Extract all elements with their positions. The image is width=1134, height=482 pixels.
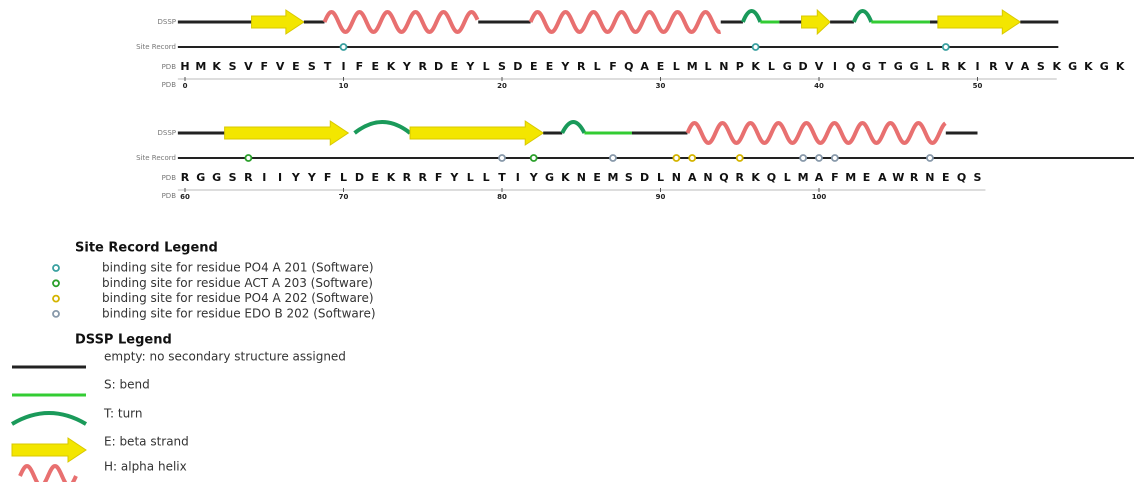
site-legend-title: Site Record Legend bbox=[75, 241, 218, 256]
legend-item: E: beta strand bbox=[104, 435, 189, 449]
tick-label: 0 bbox=[183, 82, 188, 90]
legend-entry: H: alpha helix bbox=[18, 460, 187, 482]
site-marker bbox=[830, 154, 839, 162]
site-marker bbox=[688, 154, 697, 162]
strand bbox=[251, 9, 305, 35]
turn bbox=[10, 411, 88, 426]
legend-marker bbox=[52, 279, 60, 288]
sequence-label: PDB bbox=[162, 63, 177, 71]
site-marker bbox=[815, 154, 823, 162]
site-marker bbox=[339, 43, 348, 51]
tick-label: 20 bbox=[497, 82, 507, 90]
helix bbox=[322, 9, 480, 35]
tick-label: 10 bbox=[339, 82, 349, 90]
strand bbox=[937, 9, 1022, 35]
turn bbox=[560, 120, 587, 134]
dssp-label: DSSP bbox=[158, 129, 177, 137]
legend-item: binding site for residue PO4 A 202 (Soft… bbox=[102, 291, 374, 305]
tick-label: 90 bbox=[656, 193, 666, 201]
legend-marker bbox=[52, 264, 60, 272]
strand bbox=[224, 120, 350, 146]
site-marker bbox=[751, 43, 760, 51]
site-label: Site Record bbox=[136, 43, 176, 51]
track: DSSP Site Record PDB HMKSVFVESTIFEKYRDEYLSD… bbox=[136, 8, 1125, 90]
legend-entry: empty: no secondary structure assigned bbox=[12, 350, 346, 369]
site-marker bbox=[529, 154, 538, 162]
helix bbox=[528, 9, 722, 35]
tick-label: 40 bbox=[814, 82, 824, 90]
strand bbox=[801, 8, 831, 36]
dssp-legend-title: DSSP Legend bbox=[75, 333, 172, 348]
site-marker bbox=[926, 154, 934, 162]
legend-entry: E: beta strand bbox=[11, 435, 189, 463]
helix bbox=[685, 120, 947, 146]
legend-item: T: turn bbox=[103, 407, 143, 421]
numbering-label: PDB bbox=[162, 192, 177, 200]
legend-entry: S: bend bbox=[12, 378, 150, 397]
strand bbox=[409, 120, 545, 146]
site-marker bbox=[609, 154, 617, 162]
legend-marker bbox=[52, 309, 60, 318]
sequence: RGGSRIIYYFLDEKRRFYLLTIYGKNEMSDLNANQRKQLM… bbox=[181, 171, 982, 184]
tick-label: 70 bbox=[339, 193, 349, 201]
legend-item: S: bend bbox=[104, 378, 150, 392]
site-label: Site Record bbox=[136, 154, 176, 162]
site-marker bbox=[498, 154, 506, 162]
site-marker bbox=[941, 43, 950, 51]
turn bbox=[852, 9, 874, 23]
site-marker bbox=[799, 154, 808, 162]
site-marker bbox=[244, 154, 253, 162]
turn bbox=[741, 9, 763, 23]
site-marker bbox=[672, 154, 681, 162]
legend-item: empty: no secondary structure assigned bbox=[104, 350, 346, 364]
track: DSSP Site Record PDB RGGSRIIYYFLDEKRRFYLLTI… bbox=[136, 120, 1134, 201]
tick-label: 50 bbox=[973, 82, 983, 90]
legend-item: binding site for residue PO4 A 201 (Soft… bbox=[102, 261, 374, 275]
legend-item: binding site for residue ACT A 203 (Soft… bbox=[102, 276, 373, 290]
site-marker bbox=[735, 154, 744, 162]
legend-item: H: alpha helix bbox=[104, 460, 187, 474]
tick-label: 30 bbox=[656, 82, 666, 90]
sequence: HMKSVFVESTIFEKYRDEYLSDEEYRLFQAELMLNPKLGD… bbox=[180, 60, 1125, 73]
helix bbox=[18, 463, 78, 482]
numbering-label: PDB bbox=[162, 81, 177, 89]
dssp-label: DSSP bbox=[158, 18, 177, 26]
legend-item: binding site for residue EDO B 202 (Soft… bbox=[102, 306, 376, 320]
strand bbox=[11, 437, 87, 463]
tick-label: 100 bbox=[812, 193, 827, 201]
tick-label: 80 bbox=[497, 193, 507, 201]
sequence-label: PDB bbox=[162, 174, 177, 182]
turn bbox=[353, 120, 412, 135]
legend-entry: T: turn bbox=[10, 407, 143, 426]
legend-marker bbox=[52, 294, 60, 303]
tick-label: 60 bbox=[180, 193, 190, 201]
